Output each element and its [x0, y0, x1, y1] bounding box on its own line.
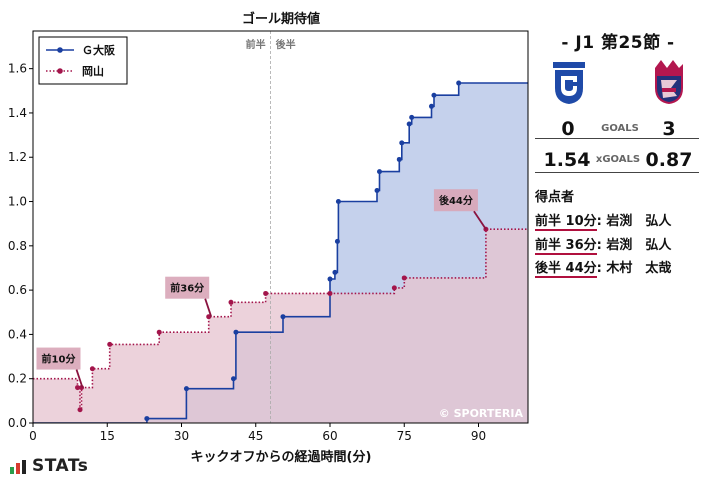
data-point	[183, 386, 189, 392]
annotation-arrow	[75, 369, 84, 388]
data-point	[377, 169, 382, 175]
data-point	[374, 187, 380, 193]
scorer-colon: :	[596, 214, 602, 229]
data-point	[233, 329, 239, 335]
data-point	[228, 299, 234, 305]
scorer-colon: :	[596, 261, 602, 276]
data-point	[401, 275, 407, 281]
x-tick-label: 15	[100, 429, 115, 443]
away-xg: 0.87	[645, 149, 693, 171]
divider	[535, 138, 699, 139]
annotation-label: 後44分	[439, 194, 473, 207]
data-point	[332, 269, 338, 275]
scorers-heading: 得点者	[535, 190, 575, 205]
data-point	[335, 199, 341, 205]
annotation-box	[36, 347, 81, 370]
x-tick-label: 60	[322, 429, 337, 443]
data-point	[396, 156, 402, 162]
data-point	[77, 407, 83, 413]
x-tick-label: 90	[471, 429, 486, 443]
home-goals: 0	[561, 118, 575, 140]
legend-marker	[57, 47, 63, 53]
legend-marker	[57, 68, 63, 74]
scorer-item: 前半 10分: 岩渕 弘人	[535, 210, 672, 231]
data-point	[107, 341, 113, 347]
y-tick-label: 0.2	[8, 372, 27, 386]
data-point	[406, 121, 412, 127]
data-point	[399, 140, 405, 146]
y-tick-label: 1.6	[8, 62, 27, 76]
goals-label: GOALS	[601, 123, 639, 134]
data-point	[391, 285, 397, 291]
data-point	[144, 416, 150, 422]
legend-box	[38, 36, 128, 85]
series-area-1	[33, 229, 528, 423]
bar-chart-icon	[10, 460, 26, 474]
y-tick-label: 0.0	[8, 416, 27, 430]
goal-annotation: 後44分	[433, 189, 487, 230]
away-goals: 3	[662, 118, 676, 140]
chart-title: ゴール期待値	[242, 11, 320, 27]
y-tick-label: 0.8	[8, 239, 27, 253]
xg-row: 1.54 xGOALS 0.87	[533, 149, 703, 171]
x-tick-label: 30	[174, 429, 189, 443]
annotation-box	[165, 276, 210, 299]
scorer-name: 岩渕 弘人	[606, 214, 672, 229]
goals-row: 0 GOALS 3	[533, 118, 703, 140]
x-axis-label: キックオフからの経過時間(分)	[191, 449, 372, 465]
scorer-time: 後半 44分	[535, 261, 597, 278]
x-tick-label: 0	[29, 429, 37, 443]
scorer-time: 前半 36分	[535, 238, 597, 255]
halftime-label-second: 後半	[276, 38, 296, 51]
scorer-time: 前半 10分	[535, 214, 597, 231]
xg-label: xGOALS	[595, 154, 641, 165]
halftime-label-first: 前半	[246, 38, 266, 51]
y-tick-label: 0.6	[8, 283, 27, 297]
annotation-box	[433, 189, 478, 212]
home-xg: 1.54	[543, 149, 591, 171]
scorer-name: 岩渕 弘人	[606, 238, 672, 253]
x-tick-label: 75	[397, 429, 412, 443]
x-tick-label: 45	[248, 429, 263, 443]
scorer-item: 前半 36分: 岩渕 弘人	[535, 234, 672, 255]
annotation-arrow	[204, 298, 213, 317]
gamba-osaka-crest-icon	[553, 62, 585, 104]
data-point	[334, 238, 340, 244]
data-point	[431, 92, 437, 98]
y-tick-label: 0.4	[8, 327, 27, 341]
data-point	[156, 329, 162, 335]
data-point	[280, 314, 286, 320]
fagiano-okayama-crest-icon	[655, 60, 683, 104]
goal-annotation: 前36分	[165, 276, 213, 317]
y-tick-label: 1.2	[8, 150, 27, 164]
scorer-item: 後半 44分: 木村 太哉	[535, 257, 672, 278]
data-point	[456, 80, 462, 86]
data-point	[230, 376, 236, 382]
annotation-label: 前36分	[170, 282, 204, 295]
scorer-colon: :	[596, 238, 602, 253]
goal-annotation: 前10分	[36, 347, 84, 388]
data-point	[89, 366, 95, 372]
legend-label: 岡山	[82, 64, 104, 78]
y-tick-label: 1.0	[8, 195, 27, 209]
annotation-arrow	[473, 210, 487, 230]
data-point	[428, 103, 434, 109]
divider	[535, 172, 699, 173]
data-point	[75, 385, 81, 391]
watermark: © SPORTERIA	[439, 407, 524, 420]
match-title: - J1 第25節 -	[561, 33, 675, 53]
scorer-name: 木村 太哉	[606, 261, 672, 276]
data-point	[327, 290, 333, 296]
plot-frame	[32, 30, 529, 424]
annotation-label: 前10分	[42, 353, 76, 366]
legend-label: Ｇ大阪	[82, 43, 116, 57]
brand-name: STATs	[32, 456, 89, 476]
y-tick-label: 1.4	[8, 106, 27, 120]
data-point	[409, 114, 415, 120]
data-point	[263, 290, 269, 296]
data-point	[327, 276, 333, 282]
